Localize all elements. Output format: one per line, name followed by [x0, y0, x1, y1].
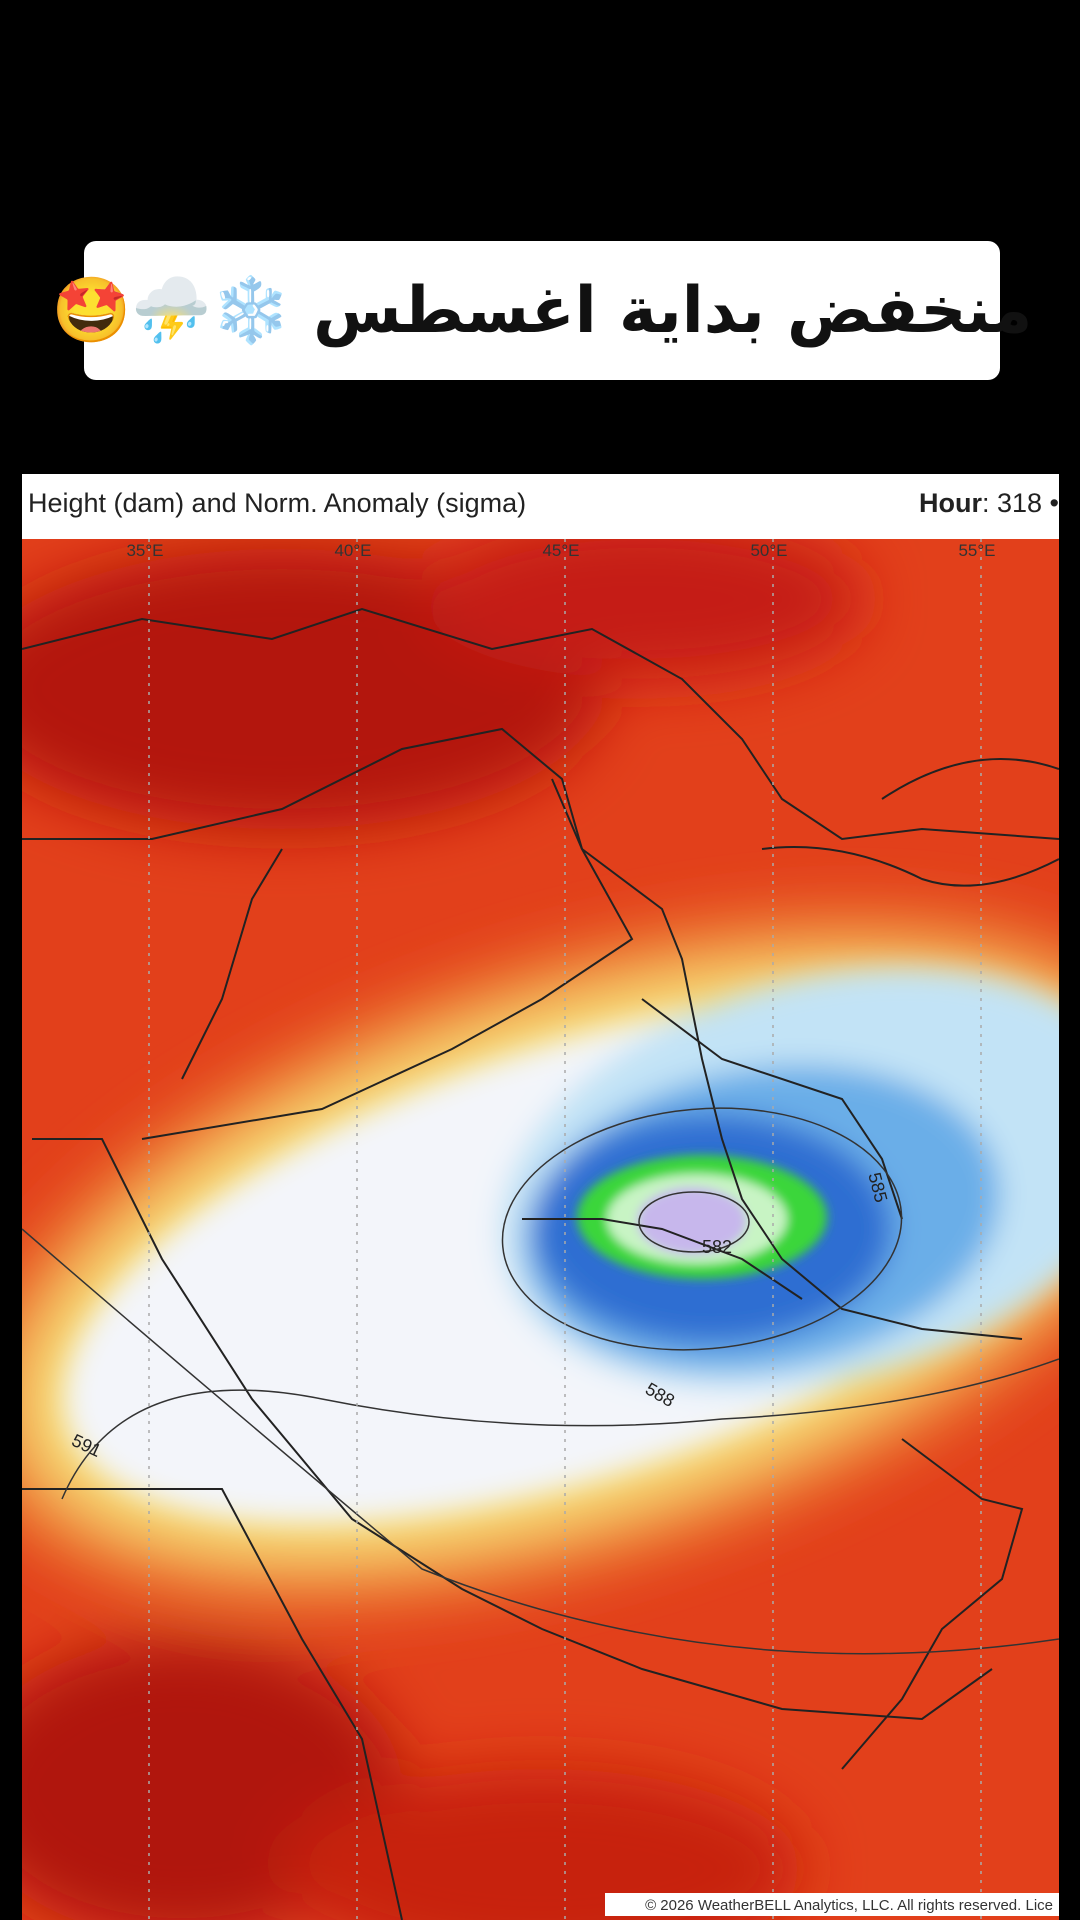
- hour: Hour: 318 •: [919, 488, 1059, 519]
- hour-label: Hour: [918, 488, 982, 518]
- map-header: Height (dam) and Norm. Anomaly (sigma) H…: [22, 474, 1059, 539]
- longitude-label: 40°E: [334, 541, 371, 560]
- anomaly-field: 35°E 40°E 45°E 50°E 55°E 585 582 588 591: [22, 539, 1059, 1920]
- caption-box: منخفض بداية اغسطس ❄️⛈️🤩: [52, 241, 1032, 380]
- longitude-label: 45°E: [542, 541, 579, 560]
- copyright: © 2026 WeatherBELL Analytics, LLC. All r…: [605, 1893, 1059, 1916]
- map-title: Height (dam) and Norm. Anomaly (sigma): [28, 488, 527, 518]
- borders: [22, 607, 1059, 1920]
- caption: منخفض بداية اغسطس ❄️⛈️🤩: [51, 274, 1033, 348]
- hour-value: : 318 •: [981, 488, 1059, 518]
- longitude-label: 35°E: [126, 541, 163, 560]
- contour-label: 582: [702, 1237, 732, 1257]
- contours: [22, 1107, 1059, 1655]
- longitude-label: 50°E: [750, 541, 787, 560]
- weather-map: 35°E 40°E 45°E 50°E 55°E 585 582 588 591: [22, 539, 1059, 1920]
- longitude-label: 55°E: [958, 541, 995, 560]
